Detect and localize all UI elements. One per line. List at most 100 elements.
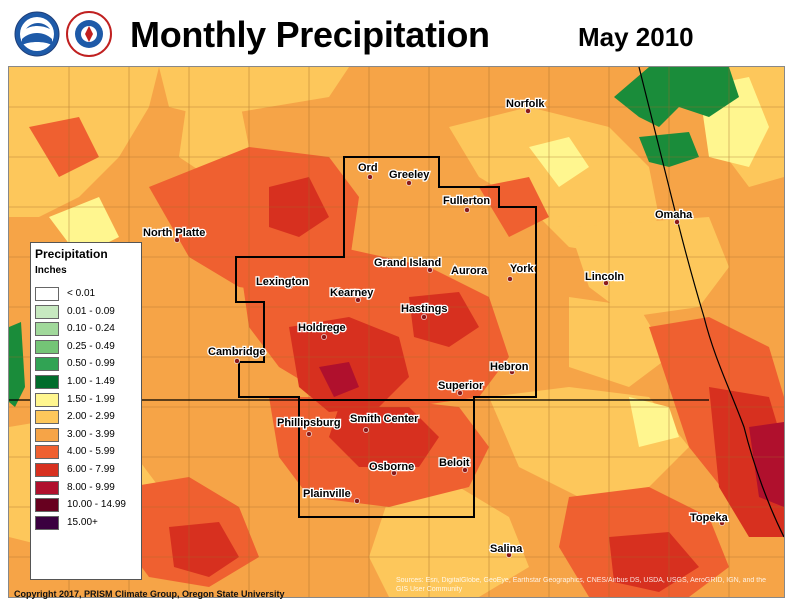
city-dot xyxy=(367,174,373,180)
legend-swatch xyxy=(35,445,59,460)
legend-item: 8.00 - 9.99 xyxy=(35,480,139,497)
city-dot xyxy=(234,358,240,364)
city-label: Osborne xyxy=(369,461,414,473)
city-dot xyxy=(321,334,327,340)
legend-label: 0.01 - 0.09 xyxy=(67,305,115,317)
city-dot xyxy=(509,369,515,375)
city-label: Holdrege xyxy=(298,322,346,334)
copyright-text: Copyright 2017, PRISM Climate Group, Ore… xyxy=(14,589,285,599)
city-label: Greeley xyxy=(389,169,430,181)
city-markers: Norfolk Ord Greeley Fullerton North Platte Om… xyxy=(142,97,730,558)
legend-swatch xyxy=(35,515,59,530)
city-label: Fullerton xyxy=(443,195,490,207)
legend-label: 1.00 - 1.49 xyxy=(67,376,115,387)
city-dot xyxy=(287,283,293,289)
city-dot xyxy=(355,297,361,303)
city-label: Topeka xyxy=(690,512,729,524)
city-dot xyxy=(306,431,312,437)
legend: Precipitation Inches < 0.01 0.01 - 0.09 0.… xyxy=(30,242,142,580)
city-dot xyxy=(674,219,680,225)
city-label: Superior xyxy=(438,380,484,392)
city-label: Phillipsburg xyxy=(277,417,341,429)
precip-8-10-in-layer xyxy=(319,362,784,507)
city-label: Cambridge xyxy=(208,346,265,358)
legend-label: 0.50 - 0.99 xyxy=(67,358,115,370)
legend-label: 1.50 - 1.99 xyxy=(67,393,115,405)
legend-swatch xyxy=(35,339,59,354)
legend-label: 3.00 - 3.99 xyxy=(67,428,115,440)
city-label: Smith Center xyxy=(350,413,419,425)
city-label: Grand Island xyxy=(374,257,441,269)
legend-units: Inches xyxy=(35,265,67,276)
noaa-logo-icon xyxy=(14,11,60,57)
city-label: Aurora xyxy=(451,265,488,277)
city-dot xyxy=(421,314,427,320)
city-dot xyxy=(391,470,397,476)
city-label: Plainville xyxy=(303,488,351,500)
city-dot xyxy=(476,267,482,273)
city-dot xyxy=(427,267,433,273)
legend-swatch xyxy=(35,410,59,425)
city-dot xyxy=(464,207,470,213)
date-label: May 2010 xyxy=(578,22,694,52)
basemap-attribution: Sources: Esri, DigitalGlobe, GeoEye, Ear… xyxy=(396,577,766,593)
city-label: York xyxy=(510,263,535,275)
city-label: Kearney xyxy=(330,287,374,299)
city-label: North Platte xyxy=(143,227,205,239)
city-dot xyxy=(462,467,468,473)
legend-item: 4.00 - 5.99 xyxy=(35,445,139,461)
city-dot xyxy=(354,498,360,504)
legend-title: Precipitation xyxy=(35,247,108,261)
city-label: Omaha xyxy=(655,209,693,221)
legend-label: 0.25 - 0.49 xyxy=(67,340,115,352)
legend-item: 15.00+ xyxy=(35,515,139,532)
city-dot xyxy=(719,520,725,526)
city-label: Ord xyxy=(358,162,378,174)
city-dot xyxy=(507,276,513,282)
legend-label: < 0.01 xyxy=(67,288,96,299)
legend-item: < 0.01 xyxy=(35,287,139,303)
legend-label: 8.00 - 9.99 xyxy=(67,481,115,493)
legend-item: 1.50 - 1.99 xyxy=(35,392,139,409)
legend-swatch xyxy=(35,375,59,389)
city-label: Beloit xyxy=(439,457,470,469)
city-dot xyxy=(406,180,412,186)
city-dot xyxy=(174,237,180,243)
city-label: Salina xyxy=(490,543,523,555)
legend-item: 10.00 - 14.99 xyxy=(35,498,139,514)
legend-swatch xyxy=(35,392,59,407)
forecast-area-outline xyxy=(235,156,537,518)
legend-swatch xyxy=(35,480,59,495)
city-dot xyxy=(363,427,369,433)
legend-label: 4.00 - 5.99 xyxy=(67,446,115,458)
legend-swatch xyxy=(35,322,59,337)
legend-item: 1.00 - 1.49 xyxy=(35,375,139,391)
legend-swatch xyxy=(35,427,59,442)
legend-item: 6.00 - 7.99 xyxy=(35,463,139,479)
city-dot xyxy=(506,552,512,558)
legend-swatch xyxy=(35,498,59,513)
legend-item: 0.25 - 0.49 xyxy=(35,339,139,356)
city-label: Lincoln xyxy=(585,271,624,283)
legend-label: 10.00 - 14.99 xyxy=(67,499,126,511)
legend-item: 2.00 - 2.99 xyxy=(35,410,139,426)
nws-logo-icon xyxy=(66,11,112,57)
city-dot xyxy=(457,390,463,396)
city-label: Norfolk xyxy=(506,98,545,110)
legend-label: 0.10 - 0.24 xyxy=(67,323,115,335)
city-label: Lexington xyxy=(256,276,309,288)
city-dot xyxy=(525,108,531,114)
legend-label: 15.00+ xyxy=(67,516,98,528)
city-dot xyxy=(603,280,609,286)
legend-swatch xyxy=(35,463,59,477)
city-label: Hastings xyxy=(401,303,447,315)
legend-swatch xyxy=(35,287,59,301)
map-frame[interactable]: Norfolk Ord Greeley Fullerton North Platte Om… xyxy=(8,66,785,598)
legend-label: 6.00 - 7.99 xyxy=(67,464,115,475)
legend-swatch xyxy=(35,357,59,372)
city-label: Hebron xyxy=(490,361,529,373)
precip-1-1_5-in-layer xyxy=(9,67,739,407)
header: Monthly Precipitation May 2010 xyxy=(0,0,792,66)
legend-label: 2.00 - 2.99 xyxy=(67,411,115,423)
